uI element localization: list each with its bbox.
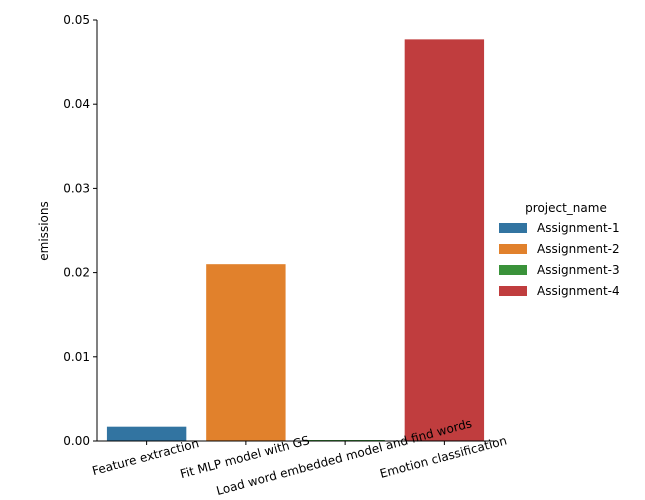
legend-entry: Assignment-1 (537, 221, 620, 235)
legend-swatch (499, 223, 527, 233)
plot-area (106, 39, 485, 442)
y-tick-label: 0.05 (63, 13, 90, 27)
legend: project_name Assignment-1 Assignment-2 Ass… (499, 201, 620, 298)
y-axis-label: emissions (37, 201, 51, 260)
legend-swatch (499, 265, 527, 275)
legend-entry: Assignment-3 (537, 263, 620, 277)
y-tick-label: 0.02 (63, 266, 90, 280)
bar-assignment-2 (206, 264, 286, 441)
bar-assignment-1 (106, 426, 187, 441)
y-tick-label: 0.03 (63, 181, 90, 195)
bar-assignment-4 (404, 39, 485, 442)
y-tick-label: 0.01 (63, 350, 90, 364)
legend-title: project_name (525, 201, 607, 215)
y-axis: 0.00 0.01 0.02 0.03 0.04 0.05 (63, 13, 98, 448)
y-tick-label: 0.00 (63, 434, 90, 448)
y-tick-label: 0.04 (63, 97, 90, 111)
legend-swatch (499, 244, 527, 254)
legend-entry: Assignment-4 (537, 284, 620, 298)
legend-swatch (499, 286, 527, 296)
legend-entry: Assignment-2 (537, 242, 620, 256)
